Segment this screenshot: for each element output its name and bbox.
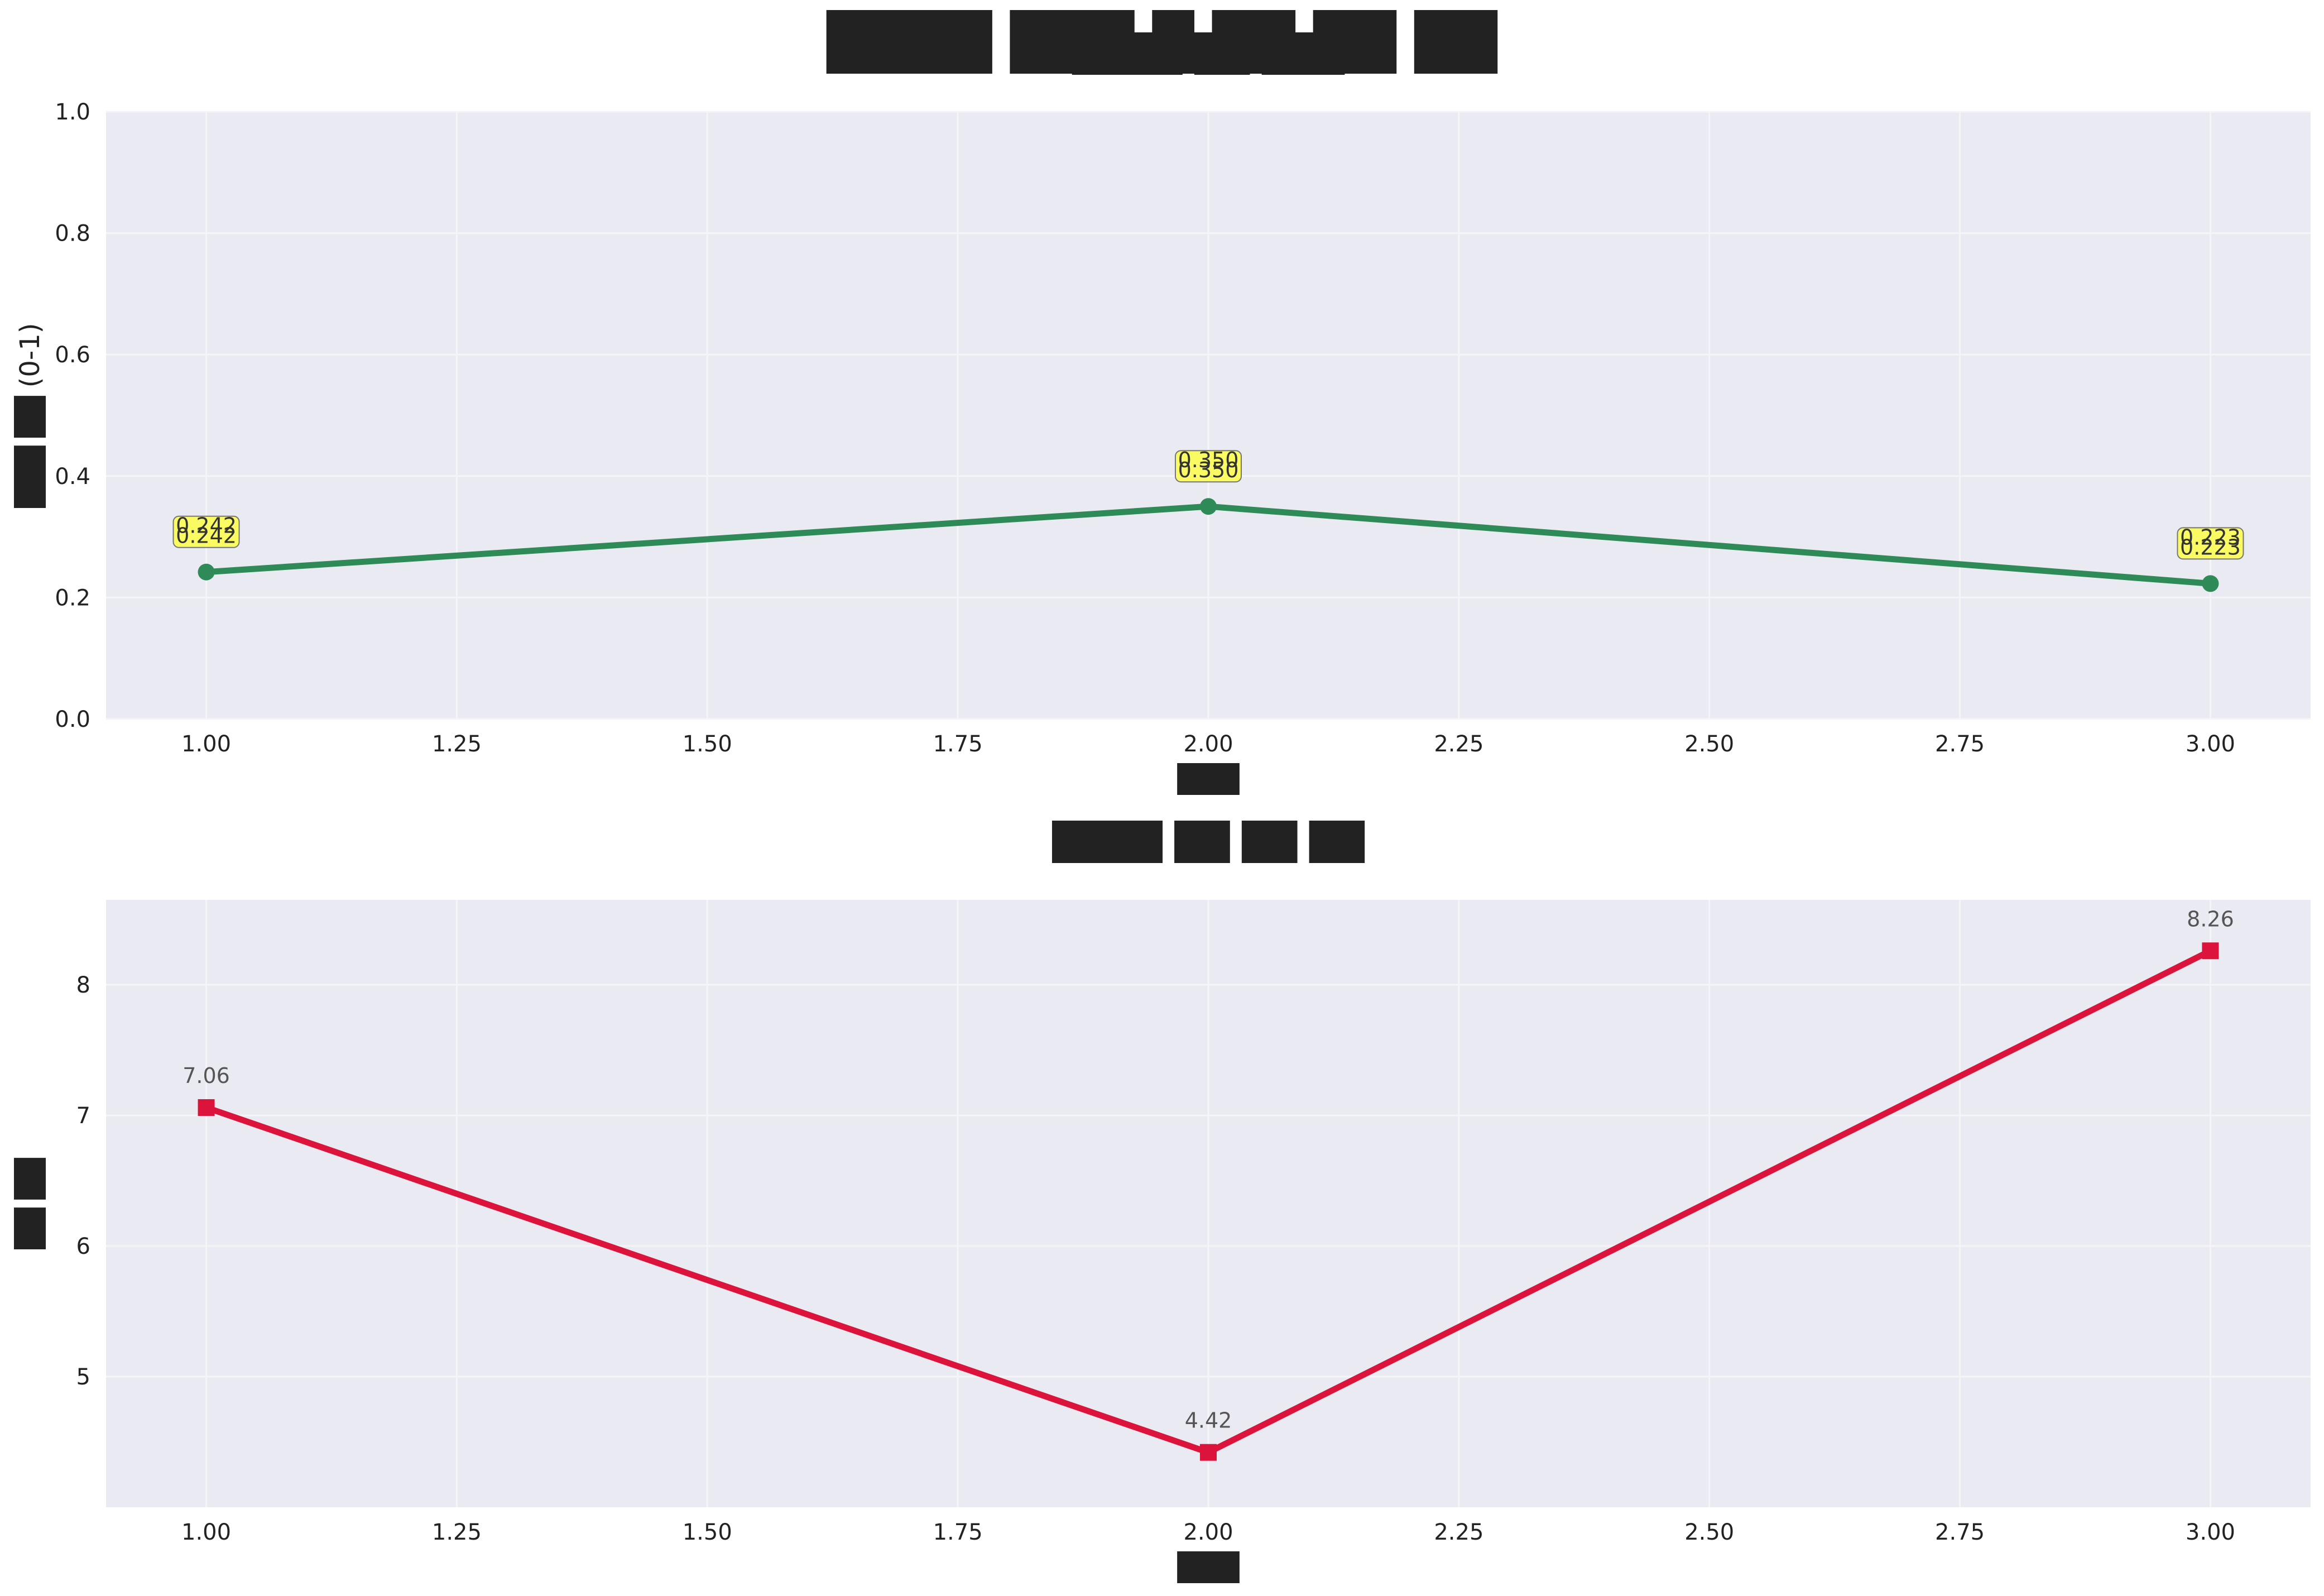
x-tick-label: 2.00	[1183, 1520, 1233, 1545]
x-tick-label: 1.25	[432, 731, 482, 757]
panel-title: ████ ██ ███	[1072, 32, 1345, 75]
y-tick-label: 0.8	[55, 221, 90, 247]
data-label: 0.223	[2180, 525, 2241, 549]
data-label: 0.242	[176, 514, 237, 538]
figure-title: ████ ███ █ ██ ██ ██	[827, 9, 1498, 74]
data-label: 0.350	[1178, 458, 1239, 482]
y-tick-label: 5	[76, 1364, 90, 1390]
data-label-box	[2177, 527, 2244, 560]
panel-title: ████ ██ ██ ██	[1051, 820, 1365, 863]
x-tick-label: 2.25	[1434, 731, 1483, 757]
x-tick-label: 2.50	[1684, 731, 1734, 757]
x-tick-label: 2.50	[1684, 1520, 1734, 1545]
data-point	[2202, 942, 2219, 960]
panel-2: 1.00 1.25 1.50 1.75 2.00 2.25 2.50 2.75 3.00 5 6 7 8…	[13, 820, 2311, 1583]
data-point	[1200, 498, 1217, 515]
y-tick-label: 0.2	[55, 585, 90, 611]
data-label-box	[1175, 450, 1242, 483]
x-tick-label: 1.75	[933, 1520, 983, 1545]
x-tick-label: 3.00	[2186, 731, 2235, 757]
x-tick-label: 1.50	[683, 731, 732, 757]
x-tick-label: 2.25	[1434, 1520, 1483, 1545]
data-label-box	[172, 515, 240, 548]
data-label: 0.350	[1178, 448, 1239, 472]
x-tick-label: 1.50	[683, 1520, 732, 1545]
data-label: 4.42	[1185, 1408, 1232, 1433]
y-axis-label: ██ ██	[13, 1157, 46, 1249]
y-tick-label: 7	[76, 1103, 90, 1129]
data-label: 0.242	[176, 524, 237, 548]
x-tick-label: 1.00	[181, 1520, 231, 1545]
y-tick-label: 0.0	[55, 707, 90, 732]
x-tick-label: 2.00	[1183, 731, 1233, 757]
y-tick-label: 1.0	[55, 99, 90, 125]
x-axis-label: ███	[1177, 1551, 1240, 1583]
data-label: 0.223	[2180, 535, 2241, 559]
x-axis-label: ███	[1177, 763, 1240, 795]
x-tick-label: 2.75	[1935, 1520, 1985, 1545]
data-point	[1200, 1444, 1217, 1461]
data-label: 7.06	[183, 1063, 230, 1088]
x-tick-label: 3.00	[2186, 1520, 2235, 1545]
x-tick-label: 1.75	[933, 731, 983, 757]
panel-1: 1.00 1.25 1.50 1.75 2.00 2.25 2.50 2.75 3.00 0.0 0…	[13, 32, 2311, 795]
y-axis-label: ███ ██ (0-1)	[13, 323, 46, 509]
data-label: 8.26	[2187, 907, 2234, 931]
y-tick-label: 6	[76, 1234, 90, 1259]
x-tick-label: 1.00	[181, 731, 231, 757]
x-tick-label: 1.25	[432, 1520, 482, 1545]
x-tick-label: 2.75	[1935, 731, 1985, 757]
y-tick-label: 0.6	[55, 342, 90, 368]
y-tick-label: 8	[76, 972, 90, 998]
y-tick-label: 0.4	[55, 464, 90, 490]
data-point	[198, 563, 215, 581]
data-point	[198, 1099, 215, 1116]
data-point	[2202, 575, 2219, 592]
